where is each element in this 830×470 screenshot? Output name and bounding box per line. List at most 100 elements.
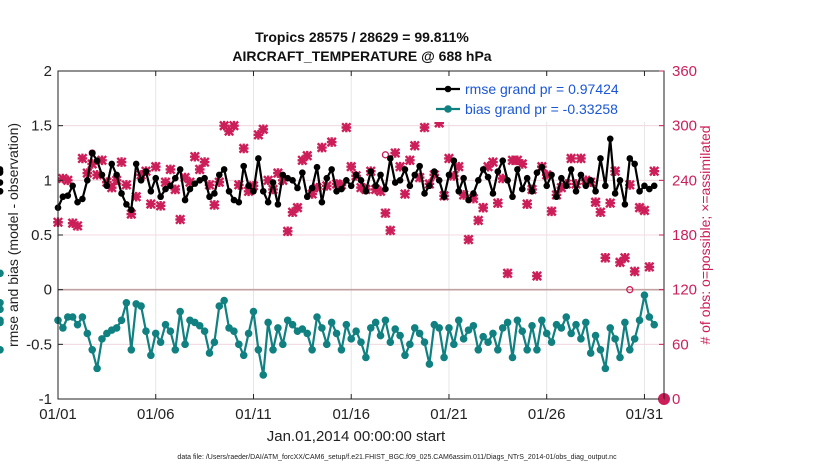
y2-axis-label: # of obs: o=possible; ×=assimilated [697, 125, 713, 344]
rmse-point [602, 182, 609, 190]
obs-assimilated-point [575, 153, 586, 164]
y-tick-label: -1 [39, 391, 52, 408]
bias-point [322, 340, 331, 349]
x-tick-label: 01/31 [626, 406, 664, 423]
y2-tick-label: 0 [672, 391, 680, 408]
obs-assimilated-point [287, 207, 298, 218]
chart-title: Tropics 28575 / 28629 = 99.811% [255, 29, 469, 45]
obs-assimilated-point [487, 157, 499, 168]
bias-point [181, 340, 189, 349]
rmse-point [123, 201, 130, 208]
rmse-point [572, 187, 580, 195]
rmse-point [426, 182, 433, 190]
rmse-point [421, 190, 428, 197]
bias-point [459, 335, 468, 343]
rmse-point [88, 149, 96, 157]
rmse-point [582, 182, 590, 190]
obs-assimilated-point [321, 180, 332, 191]
bias-point [474, 346, 483, 354]
obs-assimilated-point [223, 126, 235, 137]
obs-assimilated-point [170, 184, 181, 195]
rmse-point [274, 201, 282, 208]
bias-point [303, 329, 312, 338]
bias-point [366, 324, 375, 332]
obs-assimilated-point [580, 175, 591, 186]
bias-point [210, 338, 219, 346]
bias-point [195, 321, 204, 330]
x-tick-label: 01/16 [332, 406, 370, 423]
obs-assimilated-point [478, 202, 489, 213]
bias-point [396, 331, 404, 340]
obs-assimilated-point [87, 158, 98, 169]
obs-assimilated-point [473, 215, 484, 226]
obs-assimilated-point [253, 129, 264, 140]
bias-point [538, 316, 546, 325]
obs-assimilated-point [57, 173, 68, 184]
bias-point [205, 349, 214, 357]
obs-count-series [52, 117, 670, 405]
bias-point [249, 307, 258, 316]
obs-assimilated-point [634, 202, 645, 213]
y2-tick-label: 60 [672, 336, 689, 353]
rmse-point [357, 177, 365, 184]
obs-assimilated-point [307, 188, 318, 200]
legend-bias-label: bias grand pr = -0.33258 [465, 101, 618, 117]
bias-point [611, 335, 619, 343]
bias-point [586, 349, 595, 357]
bias-point [0, 346, 4, 354]
obs-assimilated-point [106, 182, 117, 193]
bias-point [0, 269, 4, 278]
bias-point [591, 331, 600, 340]
rmse-point [484, 173, 492, 181]
rmse-point [431, 168, 438, 175]
rmse-point [543, 182, 551, 190]
obs-assimilated-point [399, 188, 411, 200]
rmse-point [650, 182, 658, 190]
obs-assimilated-point [67, 218, 78, 229]
obs-assimilated-point [150, 161, 161, 172]
obs-assimilated-point [453, 161, 464, 172]
obs-assimilated-point [160, 177, 171, 188]
bias-point [318, 324, 326, 332]
bias-point [479, 332, 487, 341]
obs-assimilated-point [458, 189, 469, 200]
bias-point [288, 320, 297, 329]
bias-point [381, 316, 390, 325]
bias-point [112, 324, 121, 332]
y2-tick-label: 240 [672, 172, 697, 189]
bias-point [445, 324, 453, 332]
y-tick-label: 0.5 [31, 227, 52, 244]
bias-point [171, 346, 180, 354]
rmse-point [69, 182, 76, 190]
rmse-point [494, 168, 502, 175]
bias-point [386, 338, 395, 346]
rmse-point [518, 185, 526, 193]
bias-point [235, 340, 243, 349]
legend-rmse-label: rmse grand pr = 0.97424 [465, 81, 619, 97]
bias-point [68, 313, 77, 321]
rmse-point [113, 171, 120, 179]
rmse-point [450, 157, 458, 164]
bias-point [503, 318, 512, 327]
obs-assimilated-point [228, 120, 239, 131]
obs-assimilated-point [390, 147, 401, 159]
bias-point [337, 346, 346, 354]
bias-point [269, 346, 277, 354]
rmse-point [152, 174, 160, 182]
rmse-point [533, 169, 541, 176]
rmse-point [201, 174, 208, 182]
rmse-point [577, 171, 585, 179]
x-tick-label: 01/06 [137, 406, 175, 423]
bias-point [117, 316, 126, 325]
rmse-point [372, 182, 379, 190]
obs-assimilated-point [238, 143, 249, 154]
obs-assimilated-point [292, 202, 303, 213]
obs-assimilated-point [566, 153, 577, 164]
rmse-point [641, 182, 648, 190]
rmse-point [215, 171, 223, 179]
rmse-point [181, 196, 189, 204]
rmse-point [509, 193, 516, 201]
rmse-point [328, 166, 335, 173]
obs-possible-point [626, 286, 634, 294]
rmse-point [401, 166, 409, 173]
